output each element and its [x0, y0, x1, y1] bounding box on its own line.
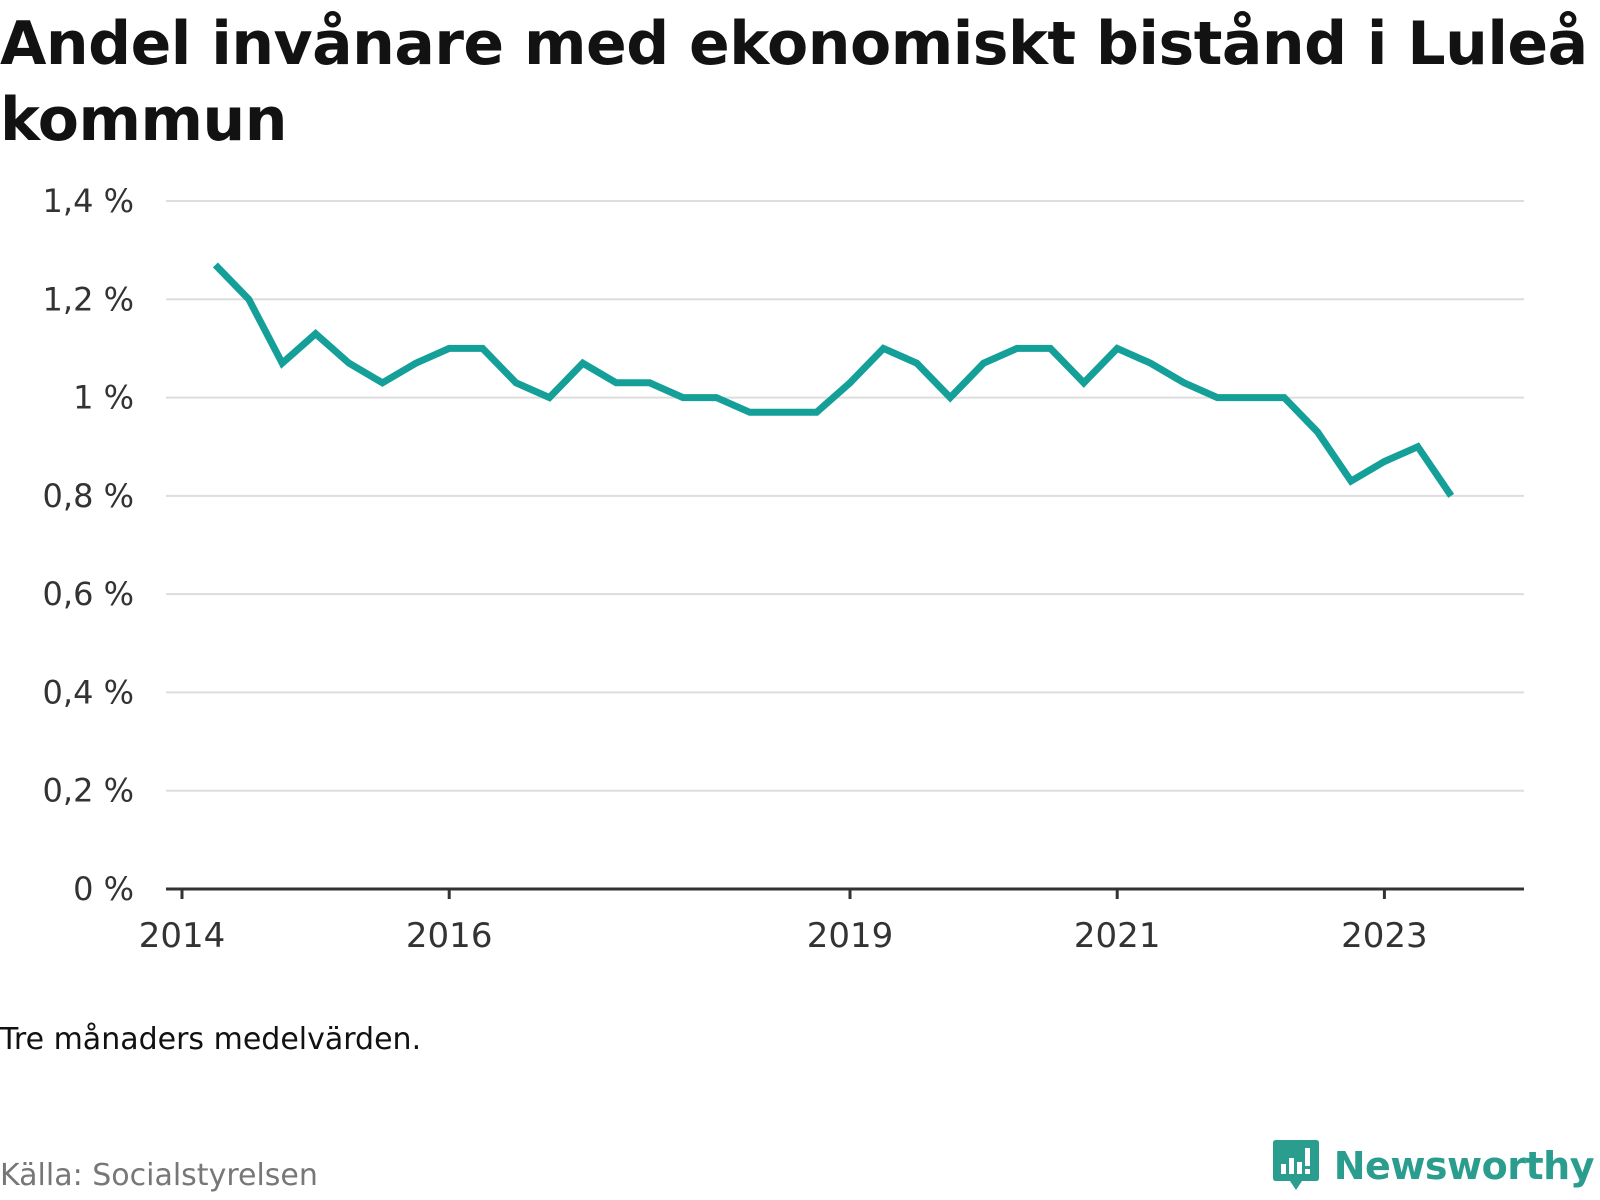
x-tick-label: 2014 — [139, 916, 226, 956]
series-group — [212, 262, 1455, 498]
y-tick-label: 0,8 % — [43, 477, 134, 515]
x-axis: 2014 2016 2019 2021 2023 — [139, 887, 1524, 956]
chart-title: Andel invånare med ekonomiskt bistånd i … — [0, 9, 1588, 155]
brand-logo[interactable]: Newsworthy — [1272, 1138, 1595, 1194]
y-tick-label: 0,2 % — [43, 772, 134, 810]
y-tick-label: 0,4 % — [43, 673, 134, 711]
y-axis-ticks: 0 % 0,2 % 0,4 % 0,6 % 0,8 % 1 % 1,2 % 1,4 % — [43, 182, 134, 908]
x-tick-label: 2023 — [1341, 916, 1428, 956]
x-tick-label: 2019 — [807, 916, 894, 956]
newsworthy-icon — [1272, 1140, 1319, 1190]
brand-name: Newsworthy — [1333, 1144, 1595, 1188]
y-tick-label: 1,2 % — [43, 280, 134, 318]
chart-note: Tre månaders medelvärden. — [0, 1022, 422, 1057]
gridlines — [166, 200, 1524, 792]
x-tick-label: 2016 — [406, 916, 493, 956]
line-chart: 0 % 0,2 % 0,4 % 0,6 % 0,8 % 1 % 1,2 % 1,4 % 201… — [43, 182, 1524, 956]
y-tick-label: 1 % — [73, 379, 134, 417]
series-line — [212, 262, 1455, 498]
x-tick-label: 2021 — [1074, 916, 1161, 956]
source-label: Källa: Socialstyrelsen — [0, 1158, 318, 1193]
y-tick-label: 0 % — [73, 870, 134, 908]
y-tick-label: 1,4 % — [43, 182, 134, 220]
y-tick-label: 0,6 % — [43, 575, 134, 613]
